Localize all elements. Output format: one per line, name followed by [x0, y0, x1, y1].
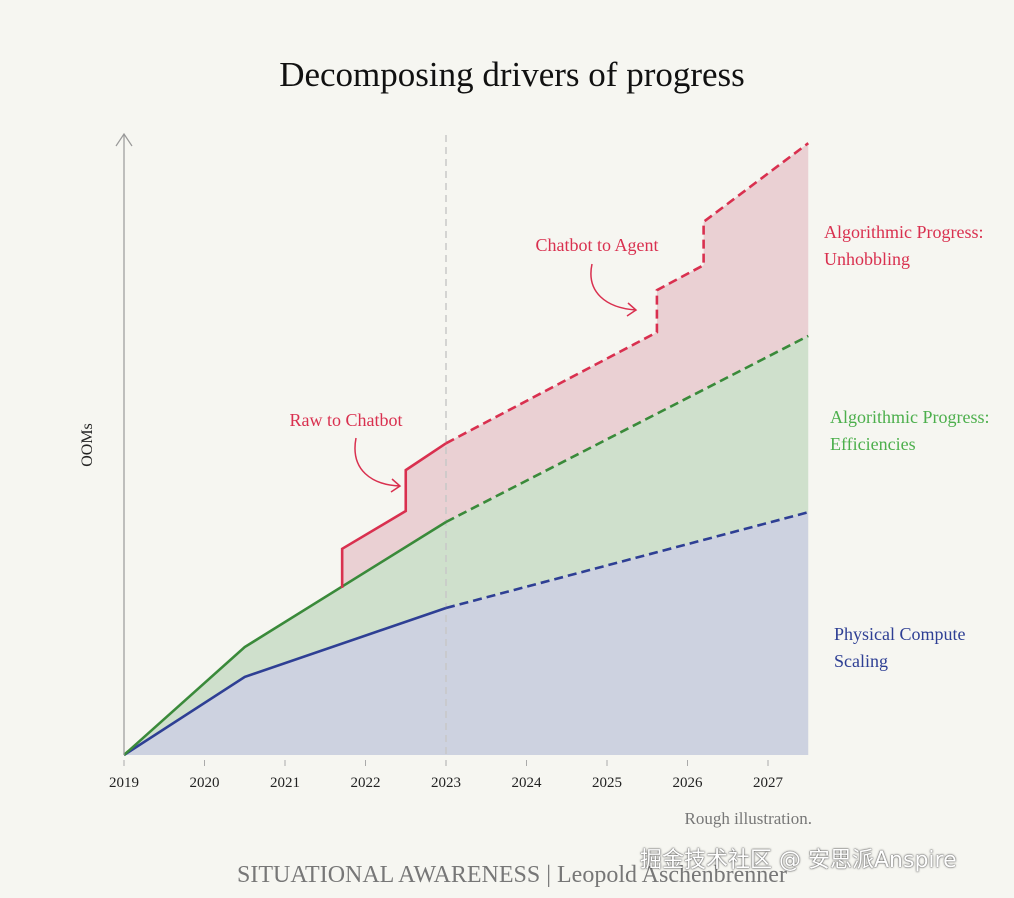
- area-unhobbling: [342, 143, 809, 588]
- line-algorithmic-progress-efficiencies-actual: [123, 520, 447, 756]
- legend-label: Scaling: [834, 651, 888, 671]
- x-tick-label: 2019: [109, 775, 139, 791]
- y-axis-label: OOMs: [79, 423, 96, 467]
- x-tick-label: 2024: [512, 775, 543, 791]
- line-algorithmic-progress-efficiencies-projected: [445, 334, 809, 524]
- x-tick-label: 2025: [592, 775, 622, 791]
- line-algorithmic-progress-unhobbling-projected: [445, 142, 810, 445]
- annotation-chatbot-to-agent: Chatbot to Agent: [536, 235, 659, 255]
- watermark: 掘金技术社区 @ 安思派Anspire: [640, 848, 957, 873]
- footer-credit: SITUATIONAL AWARENESS | Leopold Aschenbr…: [237, 862, 787, 888]
- note-text: Rough illustration.: [685, 809, 813, 828]
- annotation-arrow: [354, 437, 402, 493]
- area-efficiencies: [124, 335, 809, 755]
- legend-label: Physical Compute: [834, 624, 966, 644]
- x-tick-label: 2022: [351, 775, 381, 791]
- annotation-raw-to-chatbot: Raw to Chatbot: [290, 410, 403, 430]
- legend-label: Algorithmic Progress:: [830, 407, 990, 427]
- legend-label: Efficiencies: [830, 434, 916, 454]
- x-tick-label: 2020: [190, 775, 220, 791]
- line-physical-compute-scaling-actual: [123, 606, 447, 757]
- annotation-arrow: [590, 263, 638, 317]
- x-tick-label: 2026: [673, 775, 704, 791]
- x-tick-label: 2021: [270, 775, 300, 791]
- x-tick-label: 2027: [753, 775, 784, 791]
- legend-label: Algorithmic Progress:: [824, 222, 984, 242]
- line-algorithmic-progress-unhobbling-actual: [340, 442, 447, 588]
- line-physical-compute-scaling-projected: [445, 510, 809, 610]
- y-axis-arrow: [115, 132, 133, 147]
- x-tick-label: 2023: [431, 775, 461, 791]
- area-physical-compute: [124, 512, 809, 755]
- chart-title: Decomposing drivers of progress: [279, 55, 745, 94]
- legend-label: Unhobbling: [824, 249, 910, 269]
